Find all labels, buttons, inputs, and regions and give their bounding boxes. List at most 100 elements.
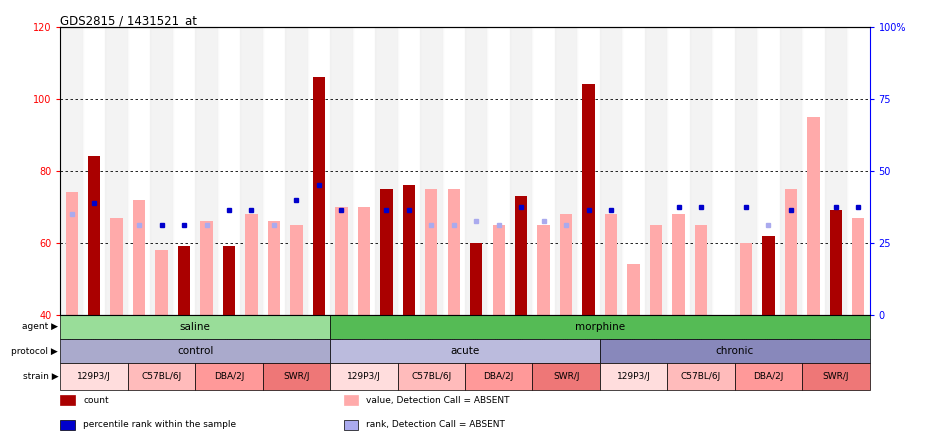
Text: count: count	[83, 396, 109, 404]
Bar	[397, 363, 465, 390]
Bar	[111, 218, 123, 315]
Bar	[493, 225, 505, 315]
Bar	[600, 339, 870, 363]
Bar	[151, 27, 173, 315]
Bar	[240, 27, 262, 315]
Bar	[650, 225, 662, 315]
Bar	[825, 27, 847, 315]
Bar	[807, 117, 819, 315]
Bar	[330, 363, 397, 390]
Bar	[60, 27, 83, 315]
Bar	[690, 27, 712, 315]
Bar	[578, 27, 600, 315]
Bar	[802, 27, 825, 315]
Bar	[695, 225, 707, 315]
Bar	[779, 27, 802, 315]
Bar	[604, 214, 618, 315]
Bar	[330, 27, 352, 315]
Bar	[60, 339, 330, 363]
Bar	[420, 27, 443, 315]
Text: DBA/2J: DBA/2J	[753, 373, 784, 381]
Text: 129P3/J: 129P3/J	[617, 373, 650, 381]
Bar	[83, 27, 105, 315]
Bar	[312, 135, 326, 315]
Bar	[470, 243, 483, 315]
Text: DBA/2J: DBA/2J	[214, 373, 245, 381]
Bar	[852, 218, 865, 315]
Text: C57BL/6J: C57BL/6J	[681, 373, 721, 381]
Bar	[268, 221, 280, 315]
Bar	[830, 210, 842, 315]
Bar	[712, 27, 735, 315]
Bar	[403, 185, 415, 315]
Bar	[127, 27, 151, 315]
Bar	[60, 363, 128, 390]
Text: strain ▶: strain ▶	[22, 373, 59, 381]
Bar	[600, 27, 622, 315]
Bar	[308, 27, 330, 315]
Bar	[510, 27, 532, 315]
Bar	[343, 420, 358, 430]
Bar	[560, 214, 572, 315]
Bar	[802, 363, 870, 390]
Bar	[735, 363, 802, 390]
Bar	[173, 27, 195, 315]
Text: 129P3/J: 129P3/J	[347, 373, 380, 381]
Bar	[672, 214, 684, 315]
Bar	[195, 363, 262, 390]
Bar	[515, 196, 527, 315]
Text: agent ▶: agent ▶	[22, 322, 59, 331]
Bar	[262, 27, 286, 315]
Bar	[127, 363, 195, 390]
Bar	[88, 156, 100, 315]
Bar	[223, 246, 235, 315]
Bar	[60, 395, 75, 405]
Bar	[465, 27, 487, 315]
Bar	[487, 27, 510, 315]
Text: protocol ▶: protocol ▶	[11, 347, 59, 356]
Bar	[667, 363, 735, 390]
Bar	[330, 315, 870, 339]
Bar	[352, 27, 375, 315]
Bar	[622, 27, 644, 315]
Text: 129P3/J: 129P3/J	[77, 373, 111, 381]
Text: SWR/J: SWR/J	[284, 373, 310, 381]
Text: value, Detection Call = ABSENT: value, Detection Call = ABSENT	[366, 396, 510, 404]
Bar	[397, 27, 420, 315]
Text: SWR/J: SWR/J	[553, 373, 579, 381]
Text: SWR/J: SWR/J	[823, 373, 849, 381]
Bar	[532, 363, 600, 390]
Bar	[447, 189, 460, 315]
Bar	[286, 27, 308, 315]
Bar	[246, 214, 258, 315]
Bar	[538, 225, 550, 315]
Bar	[375, 27, 397, 315]
Text: chronic: chronic	[715, 346, 754, 356]
Bar	[155, 250, 167, 315]
Bar	[443, 27, 465, 315]
Text: C57BL/6J: C57BL/6J	[141, 373, 181, 381]
Bar	[847, 27, 870, 315]
Bar	[763, 235, 775, 315]
Bar	[717, 315, 730, 376]
Bar	[60, 420, 75, 430]
Bar	[600, 363, 667, 390]
Bar	[628, 264, 640, 315]
Text: control: control	[177, 346, 214, 356]
Text: C57BL/6J: C57BL/6J	[411, 373, 451, 381]
Bar	[312, 77, 326, 315]
Bar	[582, 84, 595, 315]
Bar	[532, 27, 555, 315]
Text: DBA/2J: DBA/2J	[484, 373, 514, 381]
Text: GDS2815 / 1431521_at: GDS2815 / 1431521_at	[60, 14, 197, 27]
Bar	[330, 339, 600, 363]
Bar	[343, 395, 358, 405]
Bar	[735, 27, 757, 315]
Text: acute: acute	[450, 346, 480, 356]
Bar	[195, 27, 218, 315]
Bar	[335, 207, 348, 315]
Bar	[757, 27, 779, 315]
Bar	[262, 363, 330, 390]
Text: rank, Detection Call = ABSENT: rank, Detection Call = ABSENT	[366, 420, 505, 429]
Bar	[555, 27, 578, 315]
